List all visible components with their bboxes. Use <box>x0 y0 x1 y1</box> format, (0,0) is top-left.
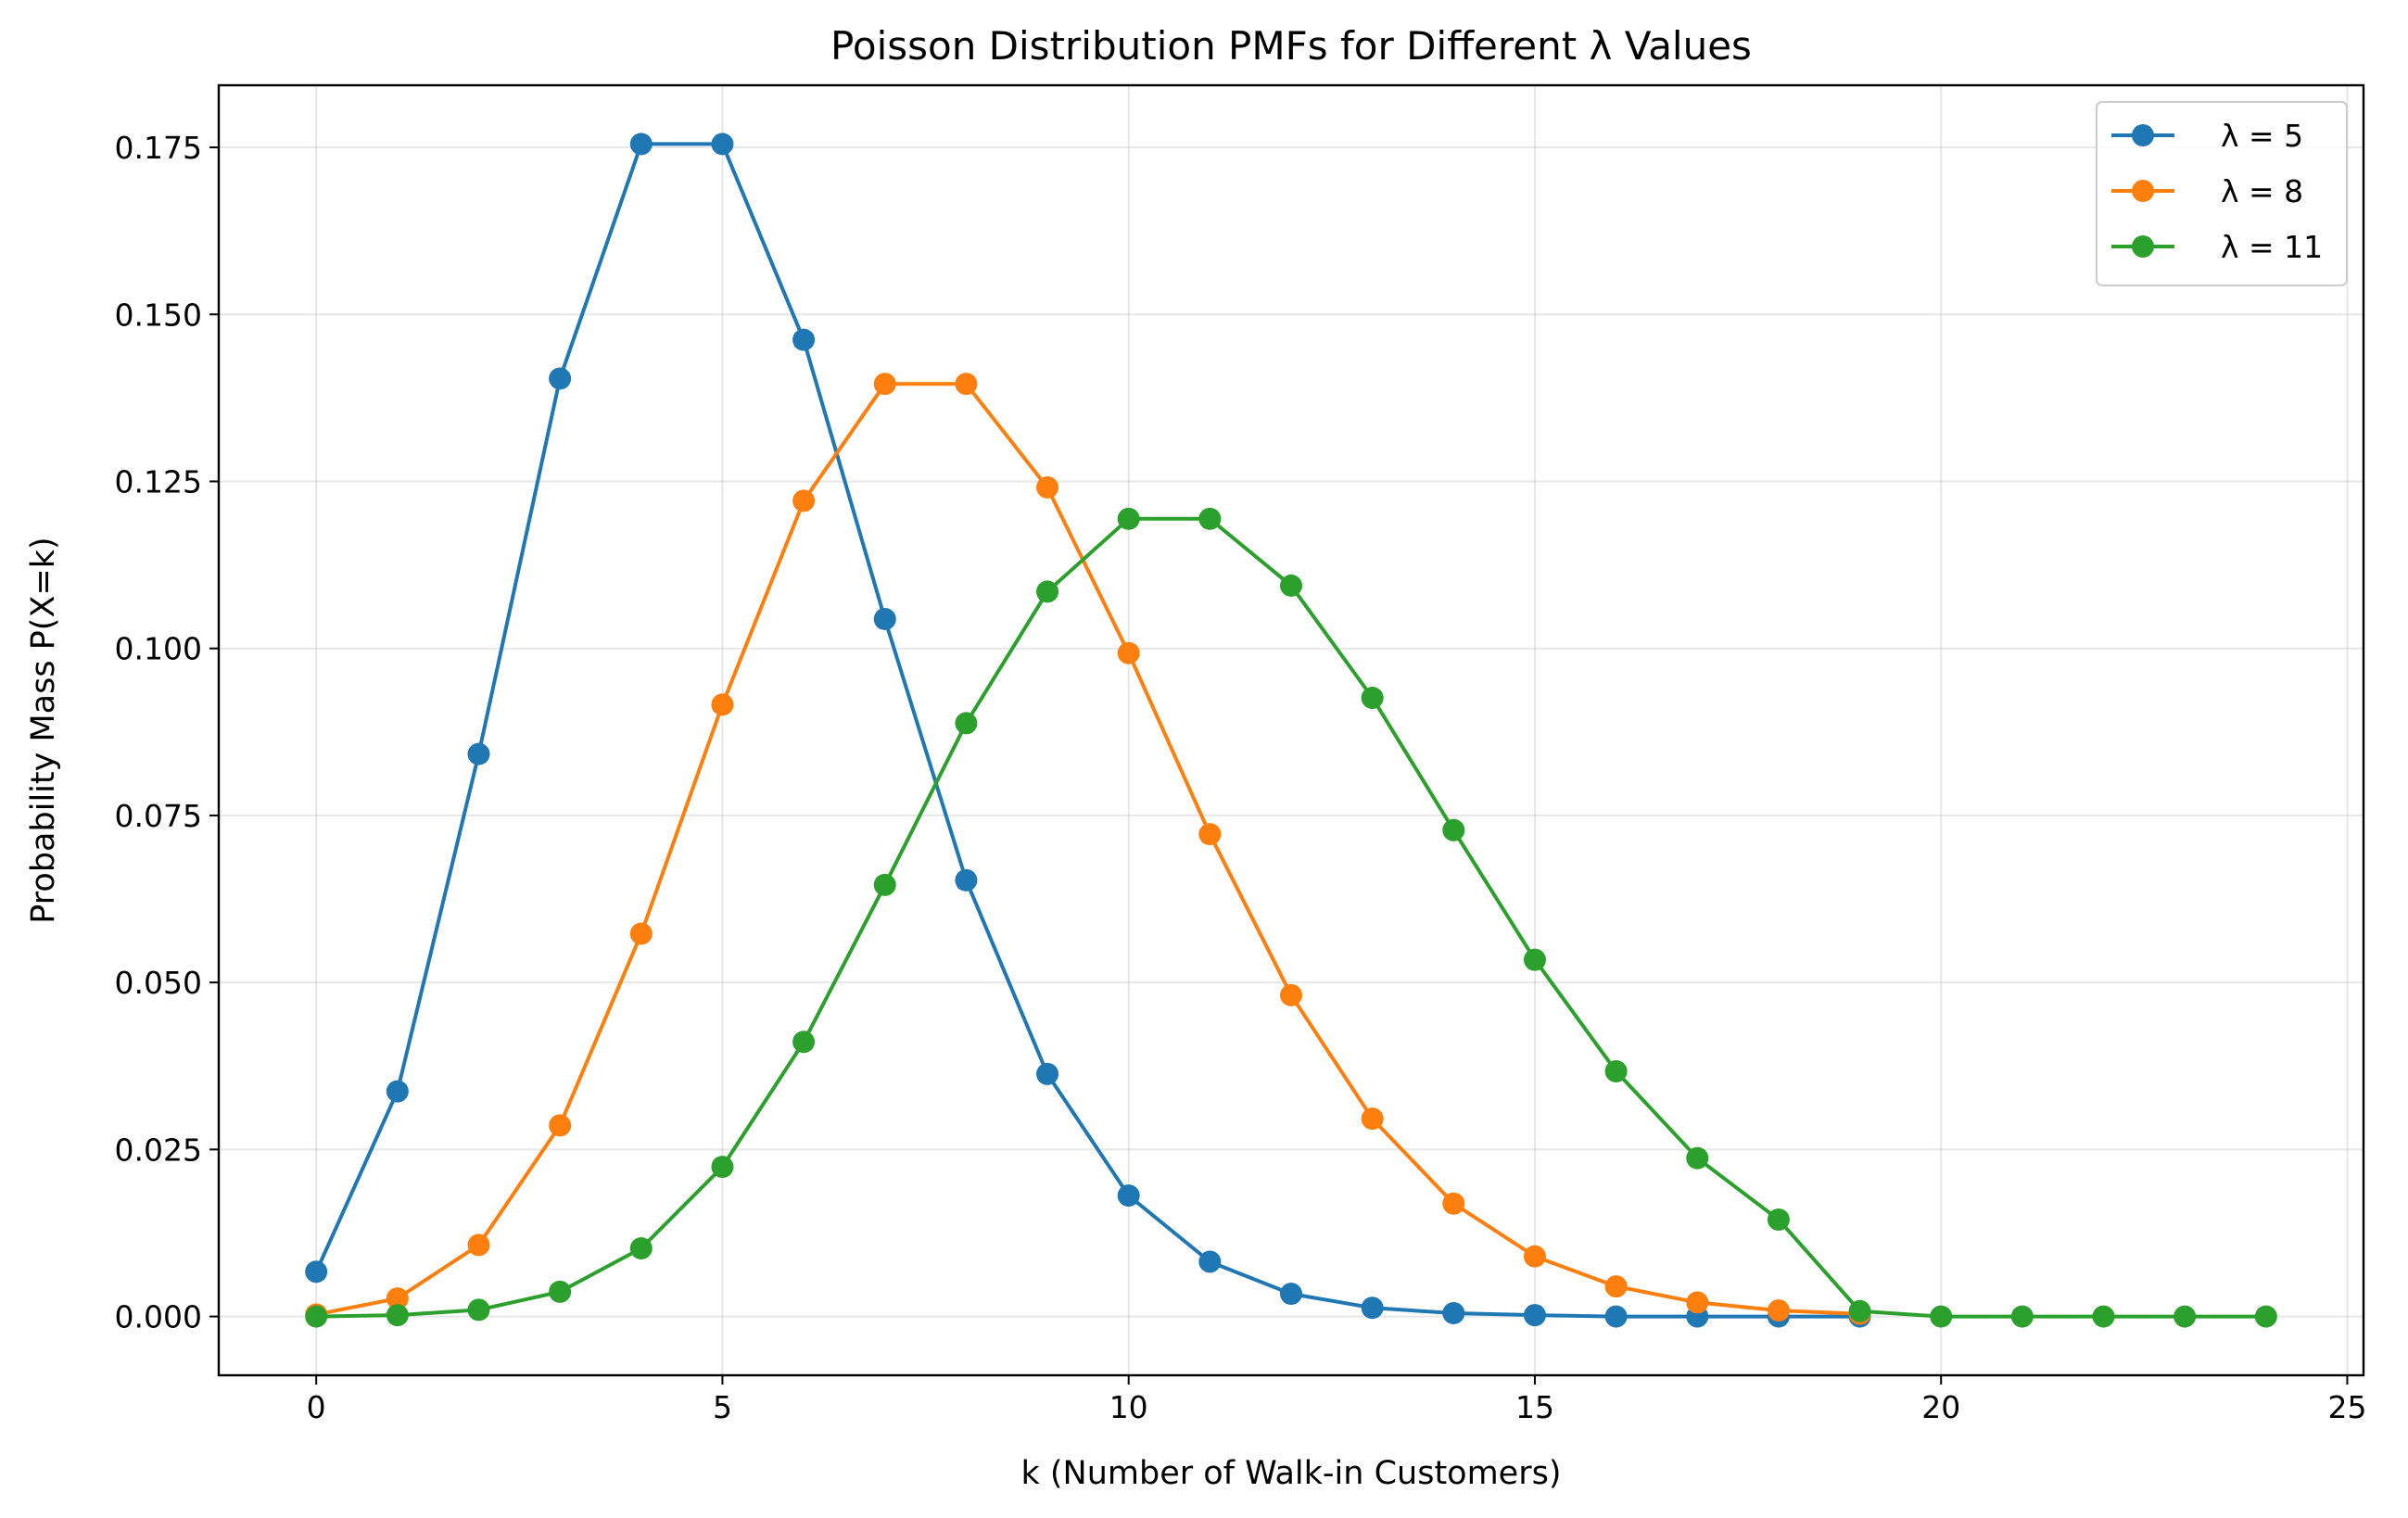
data-point <box>1442 1301 1465 1324</box>
data-point <box>1036 580 1059 603</box>
x-tick-label: 0 <box>307 1389 326 1425</box>
legend-marker <box>2132 124 2154 146</box>
data-point <box>1280 1283 1302 1306</box>
data-point <box>629 133 653 156</box>
legend: λ = 5 λ = 8 λ = 11 <box>2096 101 2348 286</box>
data-point <box>1523 948 1546 971</box>
y-tick-label: 0.075 <box>115 798 202 834</box>
x-tick-label: 5 <box>713 1389 732 1425</box>
data-point <box>873 873 896 896</box>
grid-lines <box>219 85 2364 1375</box>
data-point <box>1848 1299 1871 1322</box>
y-tick-label: 0.050 <box>115 965 202 1001</box>
data-point <box>792 489 816 512</box>
data-point <box>549 1114 572 1137</box>
data-point <box>792 328 816 351</box>
y-tick-label: 0.150 <box>115 297 202 333</box>
data-point <box>386 1080 409 1103</box>
legend-item-1: λ = 5 <box>2111 118 2303 154</box>
data-point <box>955 373 978 396</box>
data-point <box>386 1287 409 1310</box>
legend-label: λ = 8 <box>2221 173 2303 209</box>
data-point <box>955 868 978 892</box>
data-point <box>1036 1062 1059 1085</box>
data-point <box>2254 1305 2277 1328</box>
legend-label: λ = 11 <box>2221 229 2323 265</box>
data-point <box>1442 1192 1465 1215</box>
data-point <box>1361 1107 1384 1131</box>
data-point <box>1361 1297 1384 1320</box>
data-point <box>1198 1250 1222 1273</box>
plot-frame <box>217 83 2365 1377</box>
data-point <box>1361 687 1384 710</box>
x-tick-label: 15 <box>1515 1389 1554 1425</box>
data-point <box>1442 818 1465 841</box>
y-tick-label: 0.025 <box>115 1132 202 1168</box>
data-point <box>1117 507 1140 530</box>
legend-item-2: λ = 8 <box>2111 173 2303 209</box>
data-point <box>1686 1291 1709 1314</box>
data-point <box>1686 1146 1709 1170</box>
y-tick-label: 0.000 <box>115 1299 202 1335</box>
x-tick-label: 10 <box>1109 1389 1148 1425</box>
data-point <box>1198 507 1222 530</box>
y-tick-label: 0.175 <box>115 130 202 166</box>
data-point <box>1604 1275 1628 1298</box>
data-point <box>1767 1208 1790 1232</box>
data-point <box>1767 1299 1790 1322</box>
data-point <box>467 1233 490 1257</box>
series-line <box>315 382 1860 1317</box>
plot-area-background <box>219 85 2364 1375</box>
series-line <box>314 142 1860 1319</box>
data-point <box>549 367 572 390</box>
y-tick-label: 0.100 <box>115 631 202 667</box>
data-point <box>873 607 896 630</box>
data-point <box>711 693 734 716</box>
x-tick-label: 20 <box>1921 1389 1960 1425</box>
legend-item-3: λ = 11 <box>2111 229 2323 265</box>
axis-ticks: 0 5 10 15 20 25 0.000 0.025 0.050 0.075 0.100 0.125… <box>115 130 2367 1425</box>
data-point <box>549 1280 572 1303</box>
data-point <box>1604 1305 1628 1328</box>
x-tick-label: 25 <box>2327 1389 2366 1425</box>
data-point <box>711 133 734 156</box>
data-point <box>1280 983 1302 1006</box>
legend-frame <box>2096 101 2348 286</box>
data-point <box>467 742 490 765</box>
series-group <box>305 133 2277 1328</box>
data-point <box>1117 641 1140 664</box>
data-point <box>1604 1060 1628 1083</box>
y-tick-label: 0.125 <box>115 463 202 500</box>
data-point <box>1523 1304 1546 1327</box>
data-point <box>873 373 896 396</box>
legend-marker <box>2132 235 2154 258</box>
data-point <box>305 1260 328 1284</box>
data-point <box>1198 823 1222 846</box>
data-point <box>629 1237 653 1260</box>
data-point <box>1930 1305 1953 1328</box>
chart-title: Poisson Distribution PMFs for Different … <box>830 23 1752 69</box>
data-point <box>792 1031 816 1054</box>
data-point <box>2010 1305 2034 1328</box>
data-point <box>386 1304 409 1327</box>
data-point <box>305 1305 328 1328</box>
data-point <box>1117 1184 1140 1208</box>
series-3 <box>305 507 2277 1328</box>
data-point <box>1280 574 1302 597</box>
data-point <box>955 712 978 735</box>
data-point <box>2092 1305 2115 1328</box>
legend-label: λ = 5 <box>2221 118 2303 154</box>
data-point <box>1523 1245 1546 1268</box>
data-point <box>2174 1305 2197 1328</box>
data-point <box>1036 475 1059 499</box>
legend-marker <box>2132 180 2154 202</box>
y-axis-label: Probability Mass P(X=k) <box>25 537 62 923</box>
data-point <box>467 1298 490 1322</box>
data-point <box>629 922 653 945</box>
data-point <box>711 1156 734 1179</box>
x-axis-label: k (Number of Walk-in Customers) <box>1020 1455 1561 1492</box>
